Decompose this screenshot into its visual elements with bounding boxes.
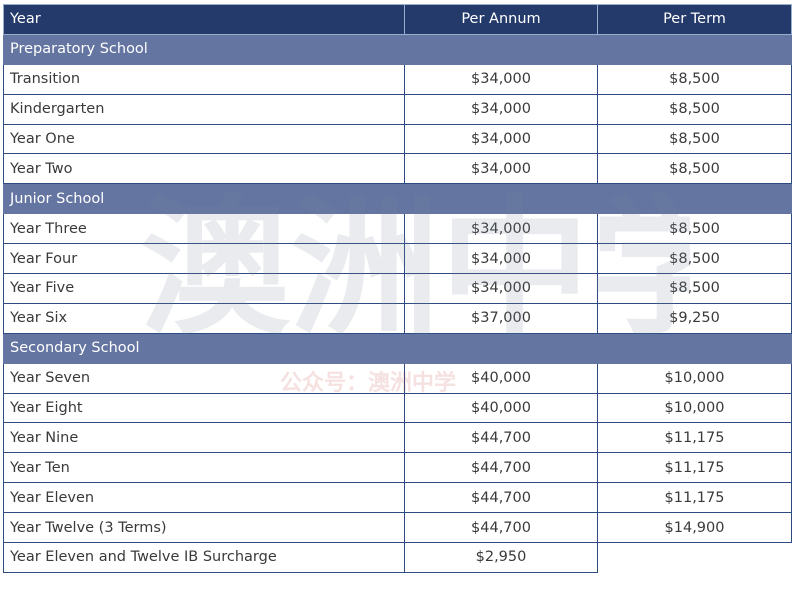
section-title: Secondary School [3, 332, 792, 364]
per-term-cell: $10,000 [597, 392, 792, 424]
per-term-cell: $8,500 [597, 243, 792, 275]
table-row: Year Seven $40,000 $10,000 [3, 362, 792, 394]
section-row: Secondary School [3, 332, 792, 364]
year-cell: Year Five [3, 273, 405, 304]
table-row: Year Six $37,000 $9,250 [3, 302, 792, 334]
per-annum-cell: $34,000 [404, 63, 598, 95]
per-term-cell: $8,500 [597, 213, 792, 245]
per-annum-cell: $40,000 [404, 362, 598, 394]
section-title: Junior School [3, 183, 792, 215]
table-row: Year Eleven and Twelve IB Surcharge $2,9… [3, 542, 792, 573]
per-term-cell: $11,175 [597, 452, 792, 484]
table-row: Year Eight $40,000 $10,000 [3, 392, 792, 424]
year-cell: Year Six [3, 302, 405, 334]
header-row: Year Per Annum Per Term [3, 4, 792, 35]
per-annum-cell: $44,700 [404, 452, 598, 484]
per-annum-cell: $34,000 [404, 123, 598, 155]
table-row: Year Five $34,000 $8,500 [3, 273, 792, 304]
table-row: Year Two $34,000 $8,500 [3, 153, 792, 185]
per-annum-cell: $34,000 [404, 93, 598, 125]
year-cell: Year Three [3, 213, 405, 245]
year-cell: Year Eight [3, 392, 405, 424]
year-cell: Year Nine [3, 422, 405, 454]
column-header-per-annum: Per Annum [404, 4, 598, 35]
per-term-cell: $8,500 [597, 123, 792, 155]
per-term-cell: $8,500 [597, 63, 792, 95]
per-term-cell: $14,900 [597, 512, 792, 544]
year-cell: Year Seven [3, 362, 405, 394]
per-annum-cell: $34,000 [404, 273, 598, 304]
year-cell: Transition [3, 63, 405, 95]
year-cell: Year Four [3, 243, 405, 275]
year-cell: Year Eleven [3, 482, 405, 514]
per-term-cell: $8,500 [597, 153, 792, 185]
table-row: Year Nine $44,700 $11,175 [3, 422, 792, 454]
year-cell: Year Eleven and Twelve IB Surcharge [3, 542, 405, 573]
fee-table: Year Per Annum Per Term Preparatory Scho… [3, 4, 792, 573]
table-row: Year Four $34,000 $8,500 [3, 243, 792, 275]
table-row: Year Ten $44,700 $11,175 [3, 452, 792, 484]
section-row: Preparatory School [3, 33, 792, 65]
per-annum-cell: $34,000 [404, 243, 598, 275]
per-annum-cell: $2,950 [404, 542, 598, 573]
year-cell: Year Twelve (3 Terms) [3, 512, 405, 544]
empty-cell [598, 543, 792, 573]
table-row: Kindergarten $34,000 $8,500 [3, 93, 792, 125]
section-title: Preparatory School [3, 33, 792, 65]
per-term-cell: $11,175 [597, 422, 792, 454]
table-row: Year Eleven $44,700 $11,175 [3, 482, 792, 514]
per-term-cell: $11,175 [597, 482, 792, 514]
table-row: Year Twelve (3 Terms) $44,700 $14,900 [3, 512, 792, 544]
year-cell: Year One [3, 123, 405, 155]
per-annum-cell: $37,000 [404, 302, 598, 334]
per-annum-cell: $44,700 [404, 422, 598, 454]
per-term-cell: $10,000 [597, 362, 792, 394]
table-row: Transition $34,000 $8,500 [3, 63, 792, 95]
per-annum-cell: $40,000 [404, 392, 598, 424]
per-annum-cell: $44,700 [404, 482, 598, 514]
per-annum-cell: $34,000 [404, 213, 598, 245]
per-term-cell: $8,500 [597, 273, 792, 304]
column-header-year: Year [3, 4, 405, 35]
table-row: Year Three $34,000 $8,500 [3, 213, 792, 245]
year-cell: Year Two [3, 153, 405, 185]
year-cell: Kindergarten [3, 93, 405, 125]
year-cell: Year Ten [3, 452, 405, 484]
per-term-cell: $9,250 [597, 302, 792, 334]
per-term-cell: $8,500 [597, 93, 792, 125]
table-row: Year One $34,000 $8,500 [3, 123, 792, 155]
column-header-per-term: Per Term [597, 4, 792, 35]
per-annum-cell: $44,700 [404, 512, 598, 544]
section-row: Junior School [3, 183, 792, 215]
per-annum-cell: $34,000 [404, 153, 598, 185]
